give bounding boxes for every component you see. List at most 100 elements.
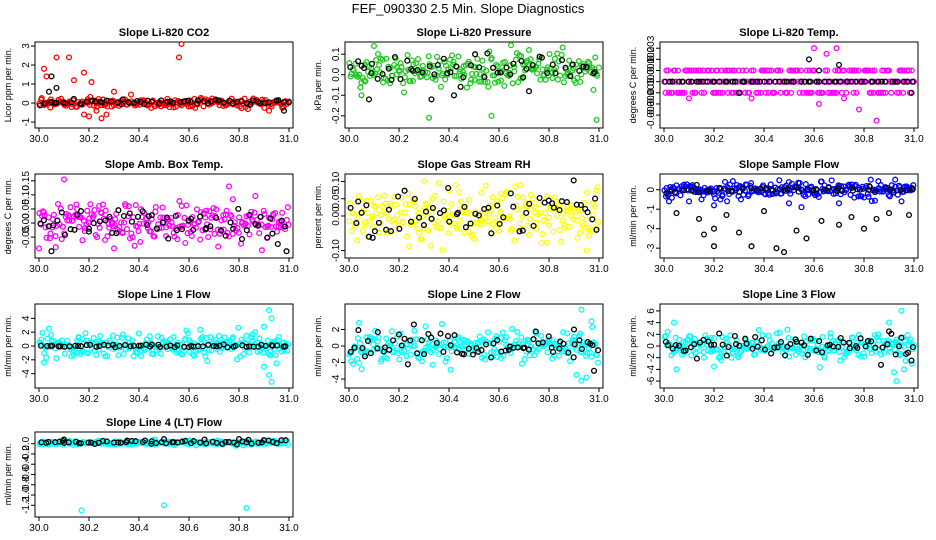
data-point [802,181,809,188]
data-point [712,195,719,202]
data-point [188,232,195,240]
data-point [729,78,736,85]
outlier-point [175,54,183,61]
data-point [248,440,255,447]
data-point [450,58,457,65]
data-point [766,78,773,85]
x-tick-label: 30.6 [804,264,824,275]
data-point [57,205,64,212]
data-point [347,64,354,71]
data-point [131,242,138,249]
data-point [724,198,731,205]
data-point [77,343,85,350]
data-point [429,361,436,368]
y-tick-label: -0.8 [21,476,32,494]
data-point [367,350,374,357]
data-point [436,210,444,217]
data-point [104,233,111,240]
data-point [675,78,682,85]
y-tick-label: 0.00 [331,206,342,226]
data-point [114,334,121,341]
data-point [856,186,864,193]
data-point [447,342,454,349]
data-point [898,334,905,341]
data-point [420,222,427,229]
data-point [865,186,872,193]
data-point [40,217,47,224]
data-point [357,84,364,91]
outlier-point [760,208,768,215]
data-point [803,67,810,74]
data-point [509,226,516,233]
data-point [512,183,519,190]
x-tick-label: 30.8 [539,264,559,275]
data-point [671,67,678,74]
y-tick-label: 0.15 [21,171,32,191]
data-point [730,89,737,96]
data-point [534,70,541,77]
data-point [869,78,876,85]
data-point [711,335,718,342]
data-point [448,348,455,355]
data-point [172,212,179,219]
data-point [728,354,735,361]
data-point [213,214,220,221]
data-point [400,218,407,225]
data-point [766,67,773,74]
data-point [493,197,500,204]
data-point [523,209,530,216]
scatter-points [346,42,603,123]
outlier-point [873,117,880,124]
data-point [94,234,101,241]
outlier-point [80,69,88,76]
data-point [877,361,885,368]
data-point [157,350,164,357]
plot-frame [659,41,919,129]
data-point [90,220,97,227]
data-point [432,192,439,199]
data-point [892,78,899,85]
data-point [719,191,726,198]
data-point [723,352,730,359]
data-point [721,178,729,185]
data-point [81,225,89,232]
data-point [99,201,107,208]
data-point [135,228,142,235]
data-point [543,239,550,246]
data-point [807,335,814,342]
chart-panel: Slope Sample Flow 30.0 30.2 30.4 30.6 30.8 31.… [628,159,924,275]
data-point [195,347,202,354]
data-point [274,240,281,248]
data-point [675,342,683,349]
data-point [482,341,490,348]
x-tick-label: 31.0 [279,264,299,275]
data-point [193,206,200,213]
chart-panel: Slope Line 3 Flow 30.0 30.2 30.4 30.6 30.8 31.… [628,289,924,405]
data-point [831,89,838,96]
outlier-point [283,248,290,255]
outlier-point [873,215,880,222]
data-point [494,337,501,344]
data-point [517,182,524,189]
data-point [536,194,543,202]
chart-panel: Slope Line 4 (LT) Flow 30.0 30.2 30.4 30.6 30… [3,417,299,534]
chart-panel: Slope Li-820 Temp. 30.0 30.2 30.4 30.6 30.8 31… [628,27,924,145]
outlier-point [570,326,578,333]
data-point [419,62,426,69]
data-point [146,333,153,340]
data-point [510,203,517,210]
data-point [551,55,558,62]
data-point [900,78,907,85]
data-point [679,78,686,85]
data-point [755,327,762,334]
data-point [546,50,553,58]
data-point [682,347,689,354]
outlier-point [835,61,843,68]
data-point [228,213,235,220]
data-point [478,347,485,354]
data-point [559,217,566,224]
outlier-point [710,225,718,232]
data-point [213,439,220,446]
data-point [846,345,853,352]
data-point [148,341,155,348]
